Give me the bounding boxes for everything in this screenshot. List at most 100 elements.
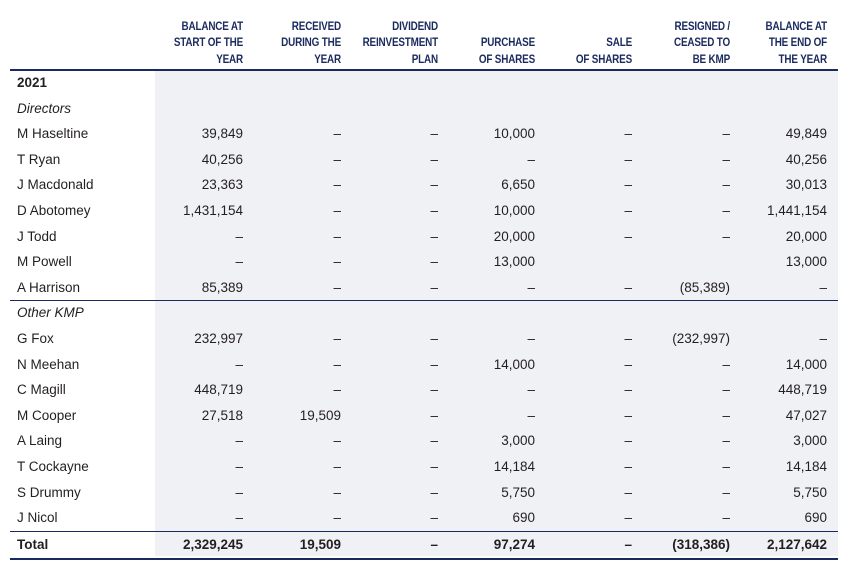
cell-received: – xyxy=(333,510,341,526)
person-name: S Drummy xyxy=(17,484,81,500)
total-purchase: 97,274 xyxy=(493,536,535,552)
cell-purchase: – xyxy=(527,407,535,423)
year-label: 2021 xyxy=(17,75,48,90)
total-sale: – xyxy=(624,536,632,552)
cell-end: 14,000 xyxy=(785,356,827,372)
table-row: J Todd – – – 20,000 – – 20,000 xyxy=(10,224,838,250)
cell-purchase: 14,000 xyxy=(493,356,535,372)
cell-start: – xyxy=(235,459,243,474)
cell-resigned: – xyxy=(722,177,730,193)
cell-received: – xyxy=(333,126,341,142)
cell-start: 23,363 xyxy=(201,177,243,193)
cell-purchase: – xyxy=(527,331,535,346)
cell-resigned: – xyxy=(722,433,730,449)
cell-start: – xyxy=(235,510,243,526)
cell-end: 30,013 xyxy=(785,177,827,193)
section-divider xyxy=(10,300,838,302)
cell-end: 1,441,154 xyxy=(766,203,827,218)
table-row: M Cooper 27,518 19,509 – – – – 47,027 xyxy=(10,403,838,429)
cell-purchase: 690 xyxy=(512,510,535,526)
cell-resigned: – xyxy=(722,151,730,167)
cell-resigned: – xyxy=(722,126,730,142)
total-rule-bottom xyxy=(10,558,838,561)
total-start: 2,329,245 xyxy=(182,536,243,552)
person-name: M Cooper xyxy=(17,407,77,423)
cell-purchase: 13,000 xyxy=(493,254,535,270)
cell-received: – xyxy=(333,331,341,346)
cell-end: 3,000 xyxy=(793,433,827,449)
cell-end: 448,719 xyxy=(778,382,827,398)
cell-received: – xyxy=(333,228,341,244)
column-header-received: RECEIVED DURING THE YEAR xyxy=(281,20,341,66)
cell-sale: – xyxy=(624,151,632,167)
cell-resigned: – xyxy=(722,407,730,423)
cell-purchase: 6,650 xyxy=(501,177,535,193)
section-title: Directors xyxy=(17,100,72,116)
cell-purchase: 20,000 xyxy=(493,228,535,244)
table-row: M Haseltine 39,849 – – 10,000 – – 49,849 xyxy=(10,121,838,147)
column-header-start: BALANCE AT START OF THE YEAR xyxy=(173,20,243,66)
table-row: A Laing – – – 3,000 – – 3,000 xyxy=(10,428,838,454)
cell-resigned: – xyxy=(722,382,730,398)
cell-drp: – xyxy=(430,254,438,270)
cell-end: 20,000 xyxy=(785,228,827,244)
cell-received: – xyxy=(333,459,341,474)
cell-start: – xyxy=(235,484,243,500)
cell-drp: – xyxy=(430,331,438,346)
cell-purchase: – xyxy=(527,382,535,398)
person-name: A Laing xyxy=(17,433,63,449)
column-header-resigned: RESIGNED / CEASED TO BE KMP xyxy=(674,20,730,66)
person-name: N Meehan xyxy=(17,356,80,372)
cell-purchase: – xyxy=(527,151,535,167)
cell-received: – xyxy=(333,254,341,270)
table-row: J Macdonald 23,363 – – 6,650 – – 30,013 xyxy=(10,172,838,198)
total-label: Total xyxy=(17,536,49,552)
total-end: 2,127,642 xyxy=(766,536,827,552)
total-row: Total 2,329,245 19,509 – 97,274 – (318,386) 2,1… xyxy=(10,532,838,558)
cell-sale: – xyxy=(624,331,632,346)
cell-end: – xyxy=(819,331,827,346)
column-shading xyxy=(155,70,838,557)
section-heading: Directors xyxy=(10,96,838,122)
cell-drp: – xyxy=(430,356,438,372)
cell-start: – xyxy=(235,228,243,244)
column-header-end: BALANCE AT THE END OF THE YEAR xyxy=(765,20,828,66)
cell-drp: – xyxy=(430,228,438,244)
cell-sale: – xyxy=(624,459,632,474)
cell-drp: – xyxy=(430,510,438,526)
cell-drp: – xyxy=(430,433,438,449)
table-row: J Nicol – – – 690 – – 690 xyxy=(10,505,838,531)
cell-sale: – xyxy=(624,203,632,218)
person-name: J Todd xyxy=(17,228,57,244)
cell-sale: – xyxy=(624,407,632,423)
person-name: M Haseltine xyxy=(17,126,89,142)
cell-drp: – xyxy=(430,459,438,474)
cell-received: 19,509 xyxy=(299,407,341,423)
cell-resigned: – xyxy=(722,228,730,244)
cell-purchase: 10,000 xyxy=(493,126,535,142)
cell-drp: – xyxy=(430,203,438,218)
cell-resigned: – xyxy=(722,203,730,218)
cell-drp: – xyxy=(430,279,438,295)
cell-start: 39,849 xyxy=(201,126,243,142)
cell-received: – xyxy=(333,382,341,398)
cell-sale: – xyxy=(624,382,632,398)
cell-sale: – xyxy=(624,279,632,295)
table-row: G Fox 232,997 – – – – (232,997) – xyxy=(10,326,838,352)
cell-received: – xyxy=(333,177,341,193)
table-row: S Drummy – – – 5,750 – – 5,750 xyxy=(10,480,838,506)
person-name: J Macdonald xyxy=(17,177,94,193)
table-row: C Magill 448,719 – – – – – 448,719 xyxy=(10,377,838,403)
cell-drp: – xyxy=(430,177,438,193)
cell-start: – xyxy=(235,254,243,270)
cell-sale: – xyxy=(624,356,632,372)
cell-drp: – xyxy=(430,126,438,142)
cell-purchase: – xyxy=(527,279,535,295)
cell-received: – xyxy=(333,356,341,372)
cell-resigned: – xyxy=(722,510,730,526)
total-received: 19,509 xyxy=(299,536,341,552)
cell-drp: – xyxy=(430,382,438,398)
table-row: D Abotomey 1,431,154 – – 10,000 – – 1,441,154 xyxy=(10,198,838,224)
cell-purchase: 3,000 xyxy=(501,433,535,449)
cell-start: 85,389 xyxy=(201,279,243,295)
